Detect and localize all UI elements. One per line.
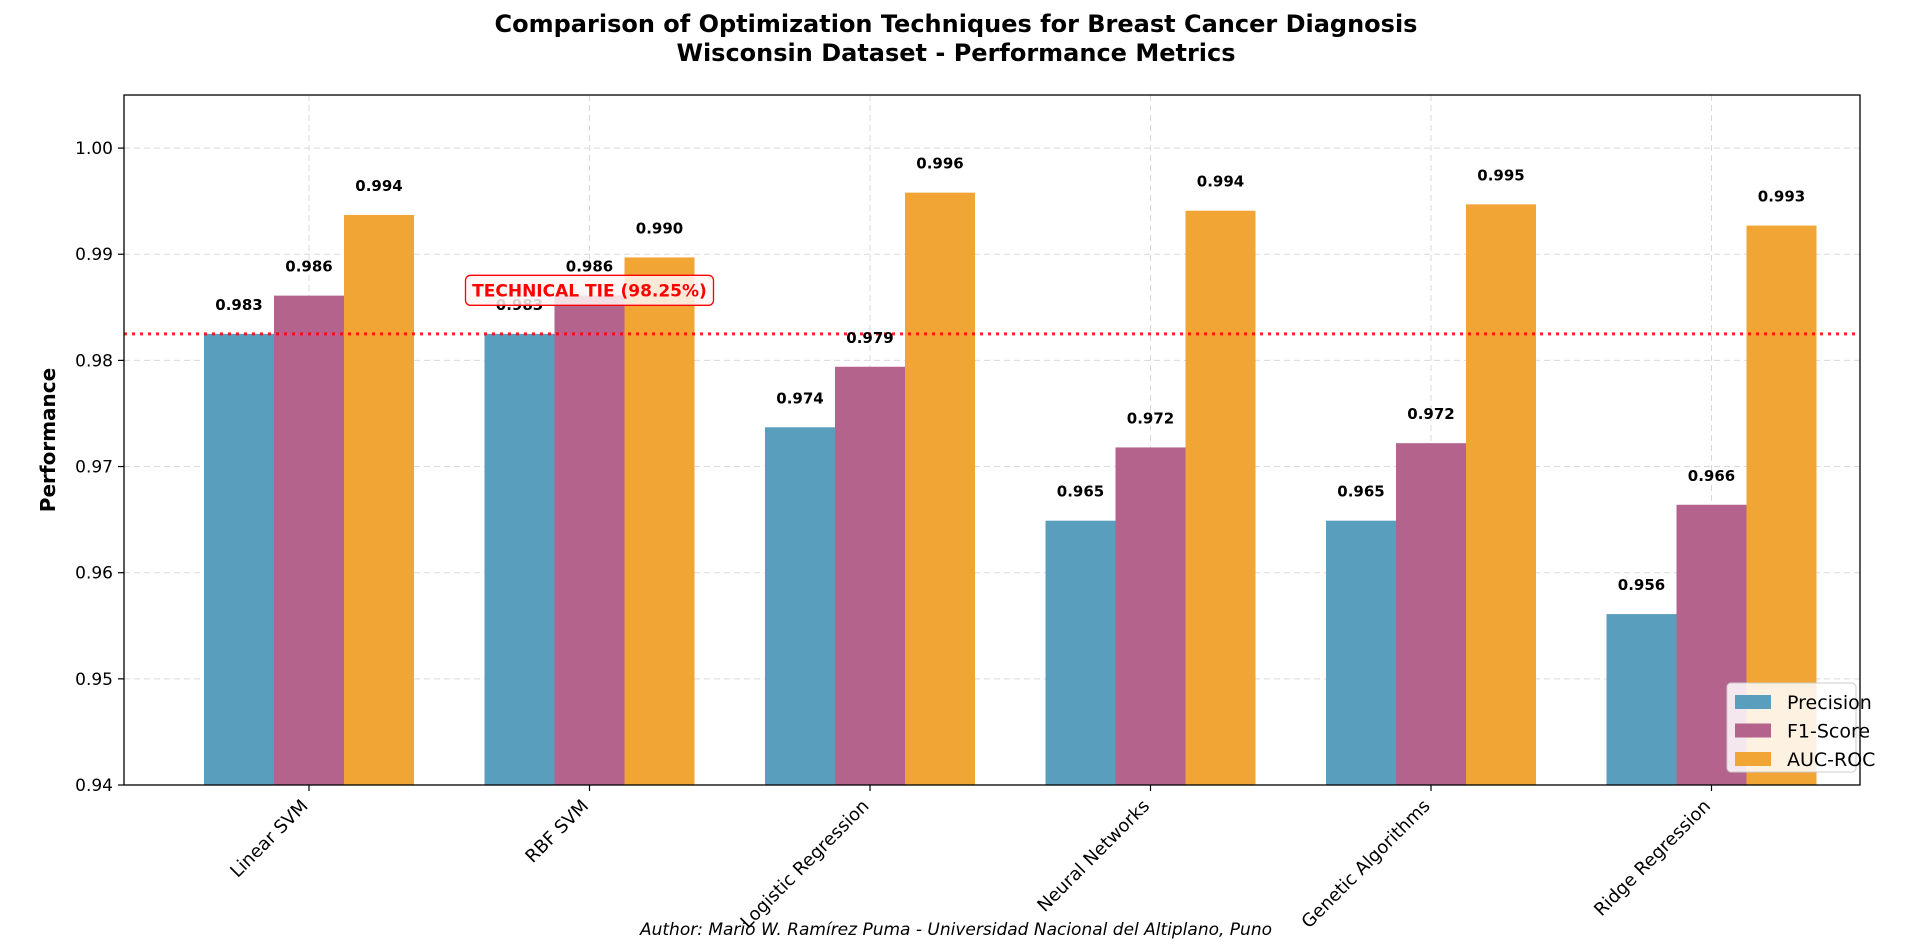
y-tick-label: 0.98 [75,351,113,371]
bar-precision [1606,614,1677,785]
y-axis-label: Performance [36,368,60,512]
author-footer: Author: Mario W. Ramírez Puma - Universi… [639,920,1272,940]
data-label: 0.966 [1688,467,1735,485]
data-label: 0.972 [1407,405,1454,423]
annotation-group: TECHNICAL TIE (98.25%) [464,274,715,306]
plot-frame [123,94,1861,786]
bar-f1-score [835,366,905,785]
legend-swatch [1735,695,1771,709]
legend-entry: F1-Score [1787,721,1870,743]
data-label: 0.986 [566,258,613,276]
y-tick-label: 0.99 [75,245,113,265]
bar-auc-roc [344,214,414,785]
data-label: 0.983 [215,296,262,314]
bar-f1-score [1396,443,1466,785]
y-tick-label: 1.00 [75,139,113,159]
legend-entry: AUC-ROC [1787,749,1875,771]
data-label: 0.986 [285,258,332,276]
data-label: 0.994 [1197,173,1244,191]
data-label: 0.995 [1477,166,1524,184]
bar-precision [484,333,555,785]
data-label: 0.990 [636,219,683,237]
bar-auc-roc [905,192,975,785]
bar-f1-score [554,295,625,785]
y-tick-label: 0.95 [75,670,113,690]
data-label: 0.965 [1057,483,1104,501]
legend-entry: Precision [1787,692,1872,714]
data-label: 0.972 [1127,409,1174,427]
bar-auc-roc [624,257,695,785]
y-axis: 0.94 0.95 0.96 0.97 0.98 0.99 1.00 [75,139,124,796]
bar-precision [204,333,274,785]
y-tick-label: 0.96 [75,564,113,584]
bar-f1-score [274,295,344,785]
bar-precision [1045,520,1116,785]
bar-precision [765,427,835,785]
y-tick-label: 0.94 [75,776,113,796]
legend-swatch [1735,752,1771,766]
legend: Precision F1-Score AUC-ROC [1726,682,1875,773]
data-label: 0.996 [916,155,963,173]
chart-subtitle: Wisconsin Dataset - Performance Metrics [676,39,1235,67]
bar-group [204,192,1817,786]
bar-f1-score [1115,447,1186,785]
legend-swatch [1735,723,1771,738]
bar-precision [1326,520,1396,785]
data-label: 0.965 [1337,483,1384,501]
data-label: 0.974 [776,389,823,407]
annotation-technical-tie: TECHNICAL TIE (98.25%) [472,281,707,301]
annotation-box [464,274,715,306]
y-tick-label: 0.97 [75,458,113,478]
data-label: 0.956 [1618,576,1665,594]
data-label-group: 0.9830.9830.9740.9650.9650.9560.9860.986… [215,155,1805,594]
bar-auc-roc [1466,204,1536,786]
data-label: 0.993 [1758,188,1805,206]
chart-title: Comparison of Optimization Techniques fo… [495,10,1418,38]
data-label: 0.994 [355,177,402,195]
data-label: 0.979 [846,329,893,347]
bar-auc-roc [1185,210,1256,785]
